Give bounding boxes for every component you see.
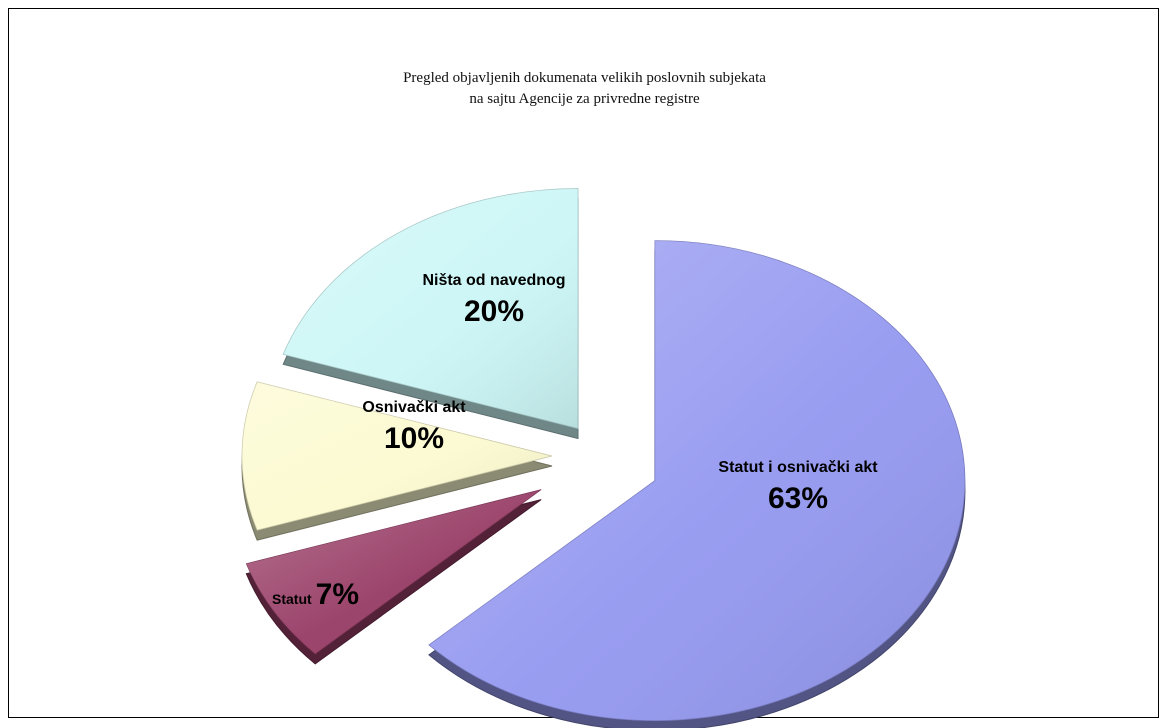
pie-slice-statut (245, 489, 542, 665)
pie-slice-sheen (241, 381, 552, 531)
pie-slice-statut-i-osnivacki-akt (428, 240, 966, 728)
pie-slice-sheen (246, 489, 542, 654)
slice-value-statut: 7% (316, 578, 359, 611)
pie-slice-sheen (428, 240, 965, 721)
slice-label-nista-od-navednog: Ništa od navednog (422, 272, 565, 289)
pie-slices (241, 188, 966, 728)
slice-label-statut-i-osnivacki-akt: Statut i osnivački akt (718, 459, 878, 476)
chart-title: Pregled objavljenih dokumenata velikih p… (403, 70, 766, 86)
pie-slice-sheen (283, 188, 579, 429)
slice-label-statut: Statut (272, 591, 312, 607)
pie-slice-nista-od-navednog (282, 188, 579, 440)
slice-value-nista-od-navednog: 20% (464, 295, 524, 328)
slice-value-statut-i-osnivacki-akt: 63% (768, 482, 828, 515)
chart-subtitle: na sajtu Agencije za privredne registre (469, 91, 700, 107)
pie-slice-osnivacki-akt (241, 381, 553, 541)
slice-label-group-statut: Statut 7% (272, 578, 359, 611)
slice-label-osnivacki-akt: Osnivački akt (362, 399, 466, 416)
chart-title-block: Pregled objavljenih dokumenata velikih p… (0, 68, 1169, 110)
slice-value-osnivacki-akt: 10% (384, 422, 444, 455)
pie-labels: Statut i osnivački akt 63% Statut 7% Osnivač… (272, 272, 878, 611)
